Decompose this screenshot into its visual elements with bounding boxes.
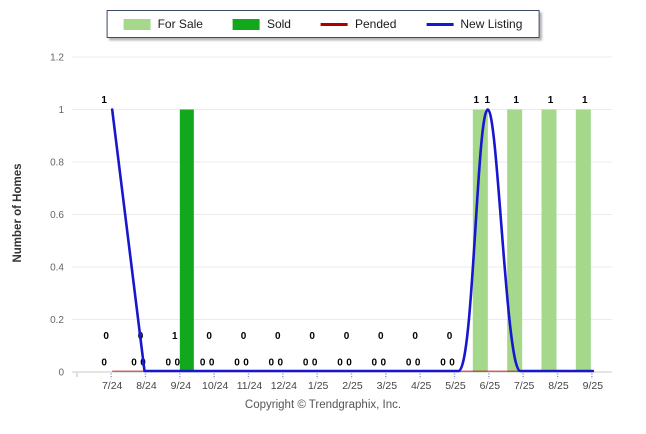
data-label-lower: 0 bbox=[175, 358, 181, 369]
x-tick-label: 2/25 bbox=[342, 380, 363, 392]
x-tick-label: 10/24 bbox=[202, 380, 228, 392]
legend-label-sold: Sold bbox=[266, 17, 291, 31]
data-label-lower: 0 bbox=[278, 358, 284, 369]
bar-sold bbox=[179, 109, 194, 372]
y-tick-label: 0 bbox=[58, 368, 64, 379]
data-label-lower: 0 bbox=[209, 358, 215, 369]
x-tick-label: 9/24 bbox=[171, 380, 192, 392]
legend-item-pended: Pended bbox=[320, 17, 397, 31]
legend-item-new-listing: New Listing bbox=[426, 17, 522, 31]
data-label-lower: 0 bbox=[200, 358, 206, 369]
data-label-lower: 0 bbox=[415, 358, 421, 369]
x-tick-label: 11/24 bbox=[237, 380, 263, 392]
data-label-lower: 0 bbox=[372, 358, 378, 369]
new-listing-line bbox=[110, 108, 595, 373]
new-listing-swatch-icon bbox=[426, 22, 454, 26]
data-label-lower: 0 bbox=[440, 358, 446, 369]
data-label-lower: 0 bbox=[406, 358, 412, 369]
data-label-lower: 0 bbox=[166, 358, 172, 369]
data-label-upper: 0 bbox=[344, 331, 350, 342]
x-tick-label: 7/25 bbox=[514, 380, 535, 392]
bar-for-sale bbox=[575, 109, 591, 372]
x-tick-label: 8/24 bbox=[136, 380, 157, 392]
data-label-top: 1 bbox=[513, 95, 519, 106]
data-label-upper: 0 bbox=[275, 331, 281, 342]
data-label-lower: 0 bbox=[346, 358, 352, 369]
for-sale-swatch-icon bbox=[123, 18, 151, 30]
x-tick-label: 1/25 bbox=[308, 380, 329, 392]
data-label-lower: 0 bbox=[101, 358, 107, 369]
bar-for-sale bbox=[472, 109, 488, 372]
data-label-lower: 0 bbox=[337, 358, 343, 369]
x-tick-label: 8/25 bbox=[548, 380, 569, 392]
data-label-upper: 0 bbox=[412, 331, 418, 342]
legend-item-for-sale: For Sale bbox=[123, 17, 203, 31]
data-label-upper: 0 bbox=[241, 331, 247, 342]
data-label-top: 1 bbox=[582, 95, 588, 106]
data-label-lower: 0 bbox=[303, 358, 309, 369]
x-tick-label: 12/24 bbox=[271, 380, 297, 392]
legend-label-for-sale: For Sale bbox=[157, 17, 203, 31]
sold-swatch-icon bbox=[232, 18, 260, 30]
bar-for-sale bbox=[541, 109, 557, 372]
data-label-upper: 0 bbox=[309, 331, 315, 342]
footer-copyright: Copyright © Trendgraphix, Inc. bbox=[244, 399, 402, 411]
y-tick-label: 0.8 bbox=[50, 158, 64, 169]
data-label-top: 1 bbox=[548, 95, 554, 106]
data-label-top: 1 bbox=[474, 95, 480, 106]
data-label-upper: 1 bbox=[172, 331, 178, 342]
legend-label-pended: Pended bbox=[354, 17, 397, 31]
data-label-lower: 0 bbox=[269, 358, 275, 369]
x-tick-label: 6/25 bbox=[480, 380, 501, 392]
data-label-top: 1 bbox=[485, 95, 491, 106]
data-label-top: 1 bbox=[101, 95, 107, 106]
data-label-lower: 0 bbox=[381, 358, 387, 369]
data-label-upper: 0 bbox=[103, 331, 109, 342]
legend-label-new-listing: New Listing bbox=[460, 17, 523, 31]
pended-swatch-icon bbox=[320, 22, 348, 26]
x-tick-label: 9/25 bbox=[583, 380, 604, 392]
data-label-lower: 0 bbox=[234, 358, 240, 369]
x-tick-label: 3/25 bbox=[377, 380, 398, 392]
x-tick-label: 7/24 bbox=[102, 380, 123, 392]
data-label-upper: 0 bbox=[206, 331, 212, 342]
legend-item-sold: Sold bbox=[232, 17, 291, 31]
data-label-lower: 0 bbox=[449, 358, 455, 369]
y-tick-label: 0.6 bbox=[50, 210, 64, 221]
x-tick-label: 4/25 bbox=[411, 380, 432, 392]
data-label-lower: 0 bbox=[312, 358, 318, 369]
bar-for-sale bbox=[507, 109, 523, 372]
data-label-lower: 0 bbox=[131, 358, 137, 369]
data-label-lower: 0 bbox=[243, 358, 249, 369]
y-tick-label: 1 bbox=[58, 105, 64, 116]
y-tick-label: 1.2 bbox=[50, 53, 64, 64]
y-tick-label: 0.2 bbox=[50, 315, 64, 326]
x-tick-label: 5/25 bbox=[445, 380, 466, 392]
y-tick-label: 0.4 bbox=[50, 263, 64, 274]
data-label-upper: 0 bbox=[378, 331, 384, 342]
data-label-upper: 0 bbox=[447, 331, 453, 342]
chart-legend: For Sale Sold Pended New Listing bbox=[106, 10, 540, 38]
